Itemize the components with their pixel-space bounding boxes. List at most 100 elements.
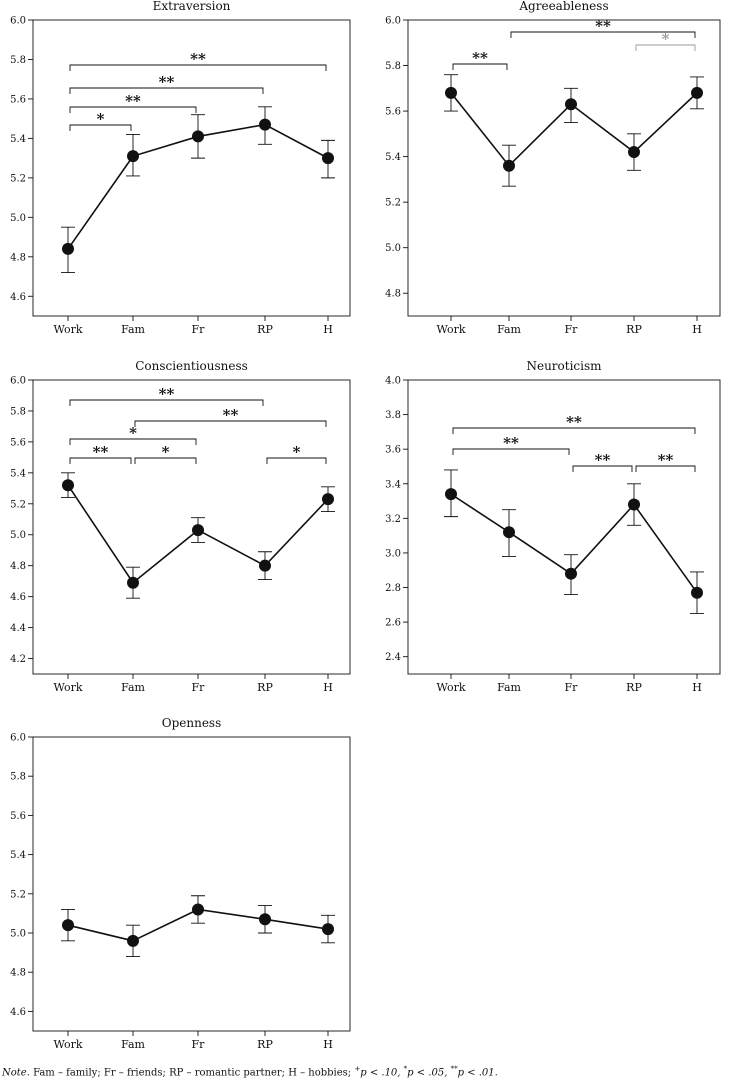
openness-ytick-label-5.0: 5.0 (10, 929, 26, 940)
conscientiousness-bracket-2 (134, 420, 327, 427)
extraversion-ytick-label-4.6: 4.6 (10, 292, 26, 303)
extraversion-bracket-2 (69, 87, 264, 94)
extraversion-point-rp (259, 118, 271, 131)
openness-ytick-label-5.6: 5.6 (10, 811, 26, 822)
extraversion-bracket-label-3: ** (125, 92, 141, 110)
extraversion-xtick-label-rp: RP (257, 323, 273, 336)
panel-openness: Openness 4.6 4.8 5.0 5.2 5.4 5.6 5.8 6.0 Work Fam F… (10, 716, 351, 1051)
extraversion-frame (32, 19, 351, 317)
openness-xtick-label-fam: Fam (121, 1038, 145, 1051)
extraversion-point-work (62, 242, 74, 255)
extraversion-ytick-label-5.0: 5.0 (10, 213, 26, 224)
conscientiousness-point-fr (192, 524, 204, 537)
neuroticism-ytick-label-3.2: 3.2 (385, 514, 401, 525)
neuroticism-point-h (691, 586, 703, 599)
conscientiousness-ytick-label-5.0: 5.0 (10, 530, 26, 541)
agreeableness-bracket-label-1: ** (595, 17, 611, 35)
agreeableness-point-work (445, 86, 457, 99)
neuroticism-point-fr (565, 567, 577, 580)
agreeableness-ytick-label-5.6: 5.6 (385, 107, 401, 118)
conscientiousness-bracket-5 (134, 457, 197, 464)
extraversion-bracket-1 (69, 64, 327, 71)
neuroticism-bracket-3 (572, 465, 633, 472)
note-sig01-mark: ** (450, 1065, 458, 1073)
conscientiousness-bracket-label-3: * (129, 424, 137, 442)
neuroticism-bracket-label-2: ** (503, 434, 519, 452)
figure-note: Note. Fam – family; Fr – friends; RP – r… (2, 1065, 498, 1078)
neuroticism-xtick-label-h: H (692, 681, 702, 694)
neuroticism-xtick-label-fam: Fam (497, 681, 521, 694)
neuroticism-ytick-label-3.6: 3.6 (385, 445, 401, 456)
extraversion-bracket-4 (69, 124, 132, 131)
conscientiousness-title: Conscientiousness (135, 359, 248, 373)
neuroticism-frame (407, 379, 721, 675)
agreeableness-ytick-label-5.0: 5.0 (385, 243, 401, 254)
neuroticism-bracket-label-1: ** (566, 413, 582, 431)
note-sig05-text: p < .05, (407, 1067, 448, 1079)
neuroticism-bracket-1 (452, 427, 696, 434)
extraversion-point-fr (192, 130, 204, 143)
extraversion-bracket-label-1: ** (190, 50, 206, 68)
openness-ytick-label-5.8: 5.8 (10, 772, 26, 783)
extraversion-title: Extraversion (153, 0, 231, 13)
extraversion-ytick-label-6.0: 6.0 (10, 16, 26, 27)
agreeableness-bracket-2 (635, 44, 696, 51)
note-sig01-text: p < .01. (457, 1067, 498, 1079)
extraversion-xtick-label-h: H (323, 323, 333, 336)
neuroticism-point-work (445, 488, 457, 501)
neuroticism-ytick-label-2.4: 2.4 (385, 652, 401, 663)
conscientiousness-bracket-label-4: ** (93, 443, 109, 461)
neuroticism-ytick-label-2.8: 2.8 (385, 583, 401, 594)
openness-point-fam (127, 934, 139, 947)
openness-ytick-label-6.0: 6.0 (10, 733, 26, 744)
conscientiousness-bracket-1 (69, 399, 264, 406)
agreeableness-xtick-label-h: H (692, 323, 702, 336)
agreeableness-xtick-label-work: Work (436, 323, 465, 336)
agreeableness-frame (407, 19, 721, 317)
neuroticism-xtick-label-rp: RP (626, 681, 642, 694)
conscientiousness-ytick-label-5.8: 5.8 (10, 406, 26, 417)
conscientiousness-xtick-label-h: H (323, 681, 333, 694)
agreeableness-ytick-label-5.4: 5.4 (385, 152, 401, 163)
neuroticism-xtick-label-work: Work (436, 681, 465, 694)
conscientiousness-ytick-label-4.6: 4.6 (10, 592, 26, 603)
conscientiousness-ytick-label-5.6: 5.6 (10, 437, 26, 448)
agreeableness-ytick-label-5.8: 5.8 (385, 61, 401, 72)
note-sig05-mark: * (403, 1065, 408, 1073)
extraversion-point-h (322, 152, 334, 165)
panel-extraversion: Extraversion 4.6 4.8 5.0 5.2 5.4 5.6 5.8 6.0 Work… (10, 0, 351, 336)
conscientiousness-bracket-3 (69, 438, 197, 445)
conscientiousness-ytick-label-4.2: 4.2 (10, 654, 26, 665)
extraversion-bracket-label-2: ** (159, 73, 175, 91)
agreeableness-xtick-label-fam: Fam (497, 323, 521, 336)
openness-frame (32, 736, 351, 1032)
openness-xtick-label-rp: RP (257, 1038, 273, 1051)
agreeableness-ytick-label-6.0: 6.0 (385, 16, 401, 27)
conscientiousness-xtick-label-rp: RP (257, 681, 273, 694)
neuroticism-xtick-label-fr: Fr (565, 681, 579, 694)
agreeableness-ytick-label-5.2: 5.2 (385, 198, 401, 209)
extraversion-bracket-label-4: * (97, 110, 105, 128)
extraversion-ytick-label-5.6: 5.6 (10, 94, 26, 105)
neuroticism-ytick-label-2.6: 2.6 (385, 618, 401, 629)
conscientiousness-ytick-label-5.2: 5.2 (10, 499, 26, 510)
neuroticism-ytick-label-3.8: 3.8 (385, 410, 401, 421)
extraversion-point-fam (127, 150, 139, 163)
agreeableness-xtick-label-fr: Fr (565, 323, 579, 336)
conscientiousness-xtick-label-work: Work (53, 681, 82, 694)
agreeableness-bracket-1 (510, 31, 696, 38)
agreeableness-title: Agreeableness (518, 0, 608, 13)
extraversion-ytick-label-5.2: 5.2 (10, 173, 26, 184)
conscientiousness-ytick-label-6.0: 6.0 (10, 376, 26, 387)
conscientiousness-bracket-4 (69, 457, 132, 464)
neuroticism-bracket-label-3: ** (595, 451, 611, 469)
conscientiousness-bracket-6 (266, 457, 327, 464)
conscientiousness-ytick-label-4.8: 4.8 (10, 561, 26, 572)
openness-point-fr (192, 903, 204, 916)
panel-agreeableness: Agreeableness 4.8 5.0 5.2 5.4 5.6 5.8 6.0 Work Fa… (385, 0, 721, 336)
extraversion-ytick-label-5.4: 5.4 (10, 134, 26, 145)
neuroticism-bracket-label-4: ** (658, 451, 674, 469)
agreeableness-point-fr (565, 98, 577, 111)
neuroticism-point-rp (628, 498, 640, 511)
agreeableness-ytick-label-4.8: 4.8 (385, 289, 401, 300)
